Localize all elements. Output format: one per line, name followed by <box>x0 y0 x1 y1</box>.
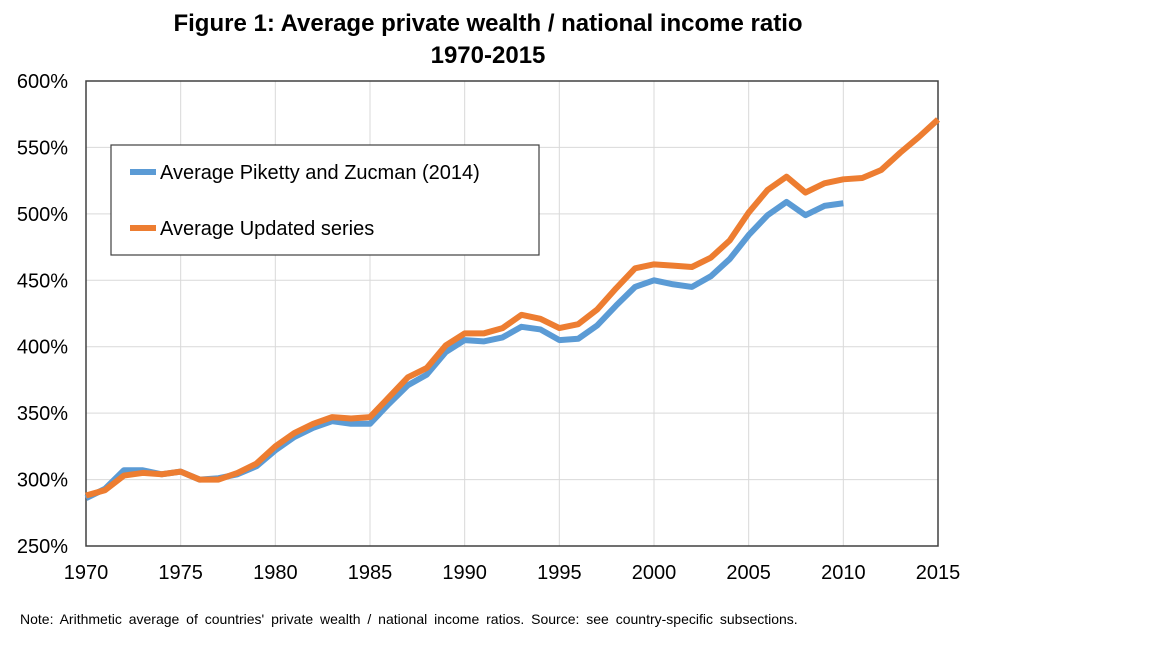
chart-note: Note: Arithmetic average of countries' p… <box>20 611 798 627</box>
chart-title: Figure 1: Average private wealth / natio… <box>173 10 803 37</box>
x-tick-label: 1975 <box>158 562 203 584</box>
plot-area-border <box>85 80 939 547</box>
y-tick-label: 350% <box>17 403 68 425</box>
x-tick-label: 2015 <box>916 562 961 584</box>
x-tick-label: 1990 <box>442 562 487 584</box>
x-tick-label: 2005 <box>726 562 771 584</box>
x-tick-label: 1985 <box>348 562 393 584</box>
x-tick-label: 2010 <box>821 562 866 584</box>
x-tick-label: 1970 <box>64 562 109 584</box>
y-tick-label: 300% <box>17 470 68 492</box>
y-tick-label: 550% <box>17 137 68 159</box>
legend-label: Average Updated series <box>160 218 374 240</box>
y-tick-label: 400% <box>17 337 68 359</box>
y-tick-label: 500% <box>17 204 68 226</box>
x-tick-label: 2000 <box>632 562 677 584</box>
legend-box <box>110 144 540 256</box>
y-tick-label: 250% <box>17 536 68 558</box>
x-tick-label: 1980 <box>253 562 298 584</box>
x-tick-label: 1995 <box>537 562 582 584</box>
y-tick-label: 600% <box>17 71 68 93</box>
legend-label: Average Piketty and Zucman (2014) <box>160 162 480 184</box>
chart-subtitle: 1970-2015 <box>430 42 546 69</box>
series-line-updated <box>85 117 941 499</box>
y-tick-label: 450% <box>17 270 68 292</box>
